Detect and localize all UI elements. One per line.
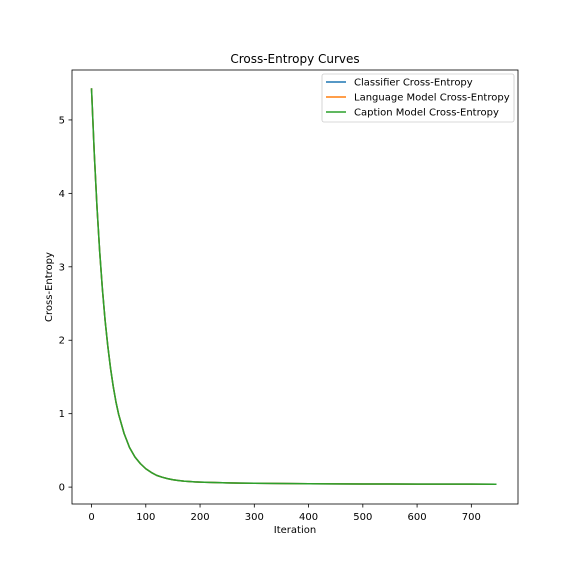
y-tick-label: 5 [59, 115, 65, 126]
y-axis-label: Cross-Entropy [44, 252, 55, 322]
x-tick-label: 600 [408, 512, 427, 523]
plot-background [72, 70, 518, 504]
x-tick-label: 100 [136, 512, 155, 523]
x-axis: 0 100 200 300 400 500 600 700 [88, 504, 481, 523]
legend-box [321, 73, 515, 123]
x-tick-label: 700 [462, 512, 481, 523]
x-tick-label: 200 [191, 512, 210, 523]
x-tick-label: 0 [88, 512, 94, 523]
y-tick-label: 0 [59, 483, 65, 494]
y-tick-label: 3 [59, 262, 65, 273]
chart-title: Cross-Entropy Curves [230, 52, 359, 66]
plot-area [72, 70, 518, 504]
x-tick-label: 300 [245, 512, 264, 523]
y-tick-label: 2 [59, 336, 65, 347]
x-axis-label: Iteration [274, 525, 316, 536]
x-tick-label: 400 [299, 512, 318, 523]
legend-label: Classifier Cross-Entropy [354, 78, 473, 89]
legend-label: Language Model Cross-Entropy [354, 93, 510, 104]
x-tick-label: 500 [353, 512, 372, 523]
legend: Classifier Cross-Entropy Language Model C… [321, 73, 515, 123]
plot-frame [71, 69, 519, 505]
y-tick-label: 1 [59, 409, 65, 420]
series-line-2 [90, 88, 497, 486]
y-tick-label: 4 [59, 189, 65, 200]
series-layer [90, 88, 497, 486]
legend-label: Caption Model Cross-Entropy [354, 108, 499, 119]
y-axis: 0 1 2 3 4 5 [59, 115, 72, 494]
